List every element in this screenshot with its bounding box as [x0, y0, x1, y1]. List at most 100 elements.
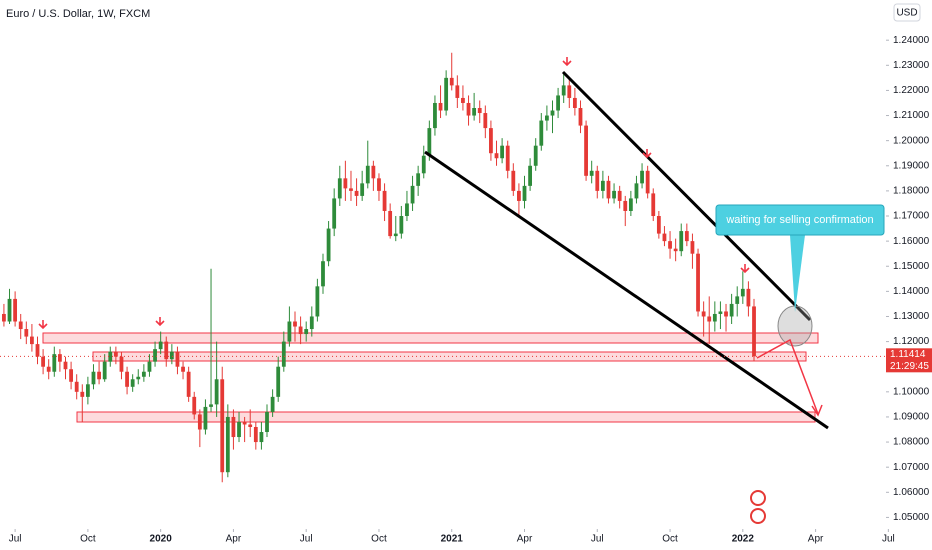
candle-body: [433, 102, 437, 129]
candle-body: [567, 85, 572, 98]
candle-body: [561, 85, 566, 96]
y-tick-label: 1.18000: [893, 186, 930, 197]
candle-body: [7, 298, 12, 322]
candle-body: [539, 120, 544, 146]
candle-body: [30, 336, 34, 345]
candle-body: [136, 376, 141, 380]
candle-body: [332, 198, 337, 229]
x-tick-label: 2022: [732, 534, 755, 545]
candle-body: [556, 95, 560, 111]
candle-body: [511, 170, 516, 191]
candle-body: [13, 298, 18, 322]
currency-button[interactable]: [893, 3, 921, 22]
x-tick-label: Apr: [226, 534, 242, 545]
y-tick-label: 1.17000: [893, 211, 930, 222]
candle-body: [472, 108, 477, 116]
down-arrow: [740, 264, 750, 274]
y-tick-label: 1.09000: [893, 412, 930, 423]
candle-body: [360, 183, 365, 196]
candle-body: [158, 341, 163, 350]
candle-body: [724, 311, 728, 317]
candle-body: [371, 165, 376, 179]
candle-body: [600, 180, 605, 191]
markers: [38, 57, 750, 330]
candle-body: [164, 341, 169, 360]
currency[interactable]: USD: [896, 8, 917, 19]
candle-body: [489, 128, 493, 154]
y-tick-label: 1.22000: [893, 85, 930, 96]
projection-arrow: [756, 338, 819, 415]
candle-body: [91, 371, 96, 385]
y-tick-label: 1.07000: [893, 462, 930, 473]
x-tick-label: 2021: [441, 534, 464, 545]
candle-body: [517, 190, 521, 201]
candle-body: [141, 371, 146, 377]
price-tag: [886, 348, 932, 373]
candle-body: [584, 125, 588, 176]
trend-line: [561, 70, 812, 322]
candle-body: [673, 248, 678, 252]
candle-body: [416, 173, 421, 186]
x-tick-label: Apr: [808, 534, 824, 545]
candle-body: [287, 321, 292, 342]
candle-body: [220, 379, 225, 473]
down-arrow: [642, 149, 652, 159]
candle-body: [130, 379, 135, 387]
candle-body: [242, 421, 247, 425]
candle-body: [343, 178, 348, 189]
candle-body: [304, 329, 309, 335]
y-tick-label: 1.21000: [893, 110, 930, 121]
chart-title: Euro / U.S. Dollar, 1W, FXCM: [6, 8, 150, 20]
candle-body: [349, 188, 353, 191]
y-tick-label: 1.10000: [893, 386, 930, 397]
candle-body: [265, 411, 269, 433]
candle-body: [175, 351, 180, 367]
down-arrow: [38, 320, 48, 330]
candle-body: [444, 77, 449, 111]
candle-body: [85, 384, 90, 397]
candle-body: [466, 102, 471, 116]
candle-body: [377, 178, 381, 191]
candle-body: [393, 233, 398, 237]
candle-body: [752, 306, 756, 357]
y-tick-label: 1.08000: [893, 437, 930, 448]
candle-body: [438, 102, 443, 111]
candle-body: [595, 170, 600, 191]
candle-body: [108, 351, 113, 362]
trend-line: [424, 150, 829, 430]
logo: [750, 490, 766, 524]
candle-body: [248, 424, 253, 427]
callout-text: waiting for selling confirmation: [725, 214, 873, 226]
candle-body: [365, 165, 370, 184]
candle-body: [612, 190, 616, 199]
x-tick-label: Jul: [882, 534, 895, 545]
x-tick-label: Apr: [517, 534, 533, 545]
logo-icon: [750, 508, 766, 524]
candle-body: [645, 170, 650, 194]
y-tick-label: 1.12000: [893, 336, 930, 347]
candle-body: [662, 233, 667, 242]
y-tick-label: 1.05000: [893, 512, 930, 523]
candle-body: [2, 313, 6, 322]
candle-body: [259, 432, 264, 443]
candles: [2, 52, 756, 483]
candle-body: [494, 153, 499, 159]
candle-body: [192, 396, 197, 415]
candle-body: [746, 288, 751, 307]
candle-body: [281, 341, 286, 367]
candle-body: [712, 313, 717, 322]
candle-body: [651, 193, 656, 217]
candle-body: [97, 371, 101, 380]
candle-body: [623, 200, 628, 211]
candle-body: [410, 185, 415, 204]
candle-body: [405, 203, 409, 217]
y-tick-label: 1.16000: [893, 236, 930, 247]
candle-body: [740, 288, 745, 297]
candle-body: [237, 421, 241, 438]
candle-body: [427, 128, 432, 156]
candle-body: [119, 356, 124, 372]
candle-body: [169, 351, 174, 360]
candle-body: [147, 361, 152, 372]
y-tick-label: 1.23000: [893, 60, 930, 71]
